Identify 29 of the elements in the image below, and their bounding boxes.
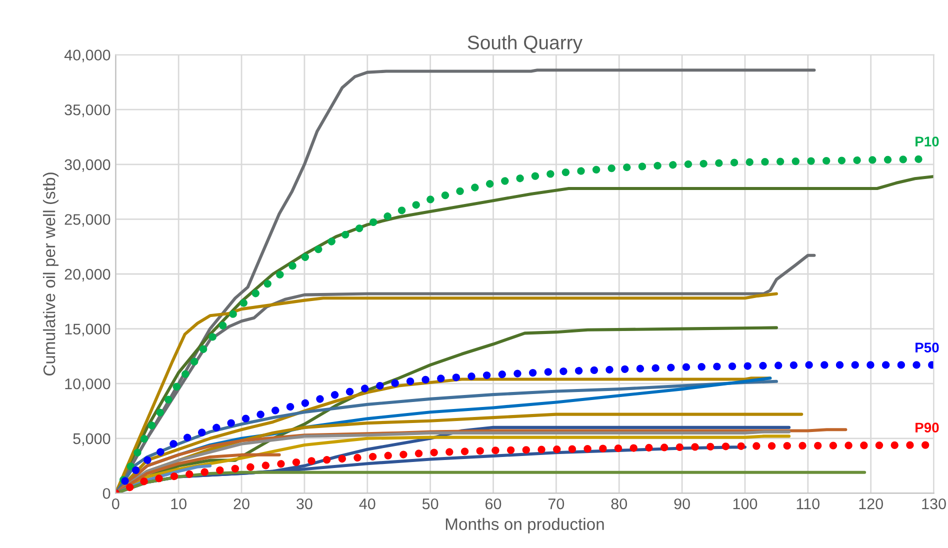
x-tick-label: 0 xyxy=(112,498,120,510)
x-tick-label: 40 xyxy=(359,498,376,510)
y-tick-label: 30,000 xyxy=(64,159,110,172)
y-axis-title: Cumulative oil per well (stb) xyxy=(42,172,59,376)
series-label: P50 xyxy=(916,342,939,352)
x-tick-label: 10 xyxy=(171,498,186,510)
x-tick-label: 30 xyxy=(296,498,312,510)
y-tick-label: 0 xyxy=(102,488,110,499)
y-tick-label: 10,000 xyxy=(65,378,110,392)
x-tick-label: 80 xyxy=(611,498,628,510)
y-tick-label: 20,000 xyxy=(64,268,110,282)
x-tick-label: 110 xyxy=(796,498,820,510)
x-tick-label: 50 xyxy=(422,498,438,510)
x-axis-title: Months on production xyxy=(446,518,604,534)
y-tick-label: 5,000 xyxy=(73,433,110,446)
chart-title: South Quarry xyxy=(468,35,583,54)
x-tick-label: 70 xyxy=(548,498,564,510)
x-tick-label: 120 xyxy=(859,498,883,510)
series-label: P90 xyxy=(916,422,939,433)
x-tick-label: 20 xyxy=(234,498,250,510)
x-tick-label: 90 xyxy=(674,498,690,510)
y-tick-label: 35,000 xyxy=(64,104,110,118)
x-tick-label: 130 xyxy=(922,498,946,510)
x-tick-label: 100 xyxy=(733,498,758,510)
y-tick-label: 15,000 xyxy=(65,324,110,336)
y-tick-label: 25,000 xyxy=(64,214,110,227)
x-tick-label: 60 xyxy=(486,498,502,510)
y-tick-label: 40,000 xyxy=(64,50,110,62)
series-label: P10 xyxy=(916,136,939,146)
